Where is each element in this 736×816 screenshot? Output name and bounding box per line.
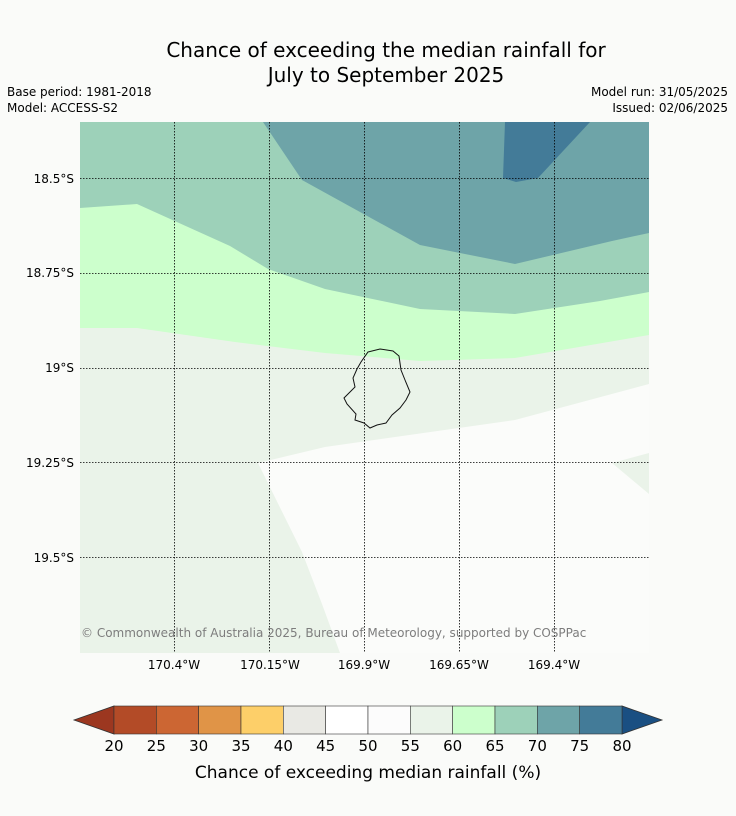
map-title: Chance of exceeding the median rainfall … xyxy=(0,38,736,88)
lat-label: 19.25°S xyxy=(26,456,74,470)
lon-label: 169.65°W xyxy=(429,658,489,672)
colorbar-swatch xyxy=(156,705,199,735)
colorbar-swatch xyxy=(494,705,538,735)
island-outline xyxy=(343,348,411,429)
colorbar-label: Chance of exceeding median rainfall (%) xyxy=(195,763,541,783)
colorbar-tick: 35 xyxy=(231,737,250,755)
colorbar-tick: 45 xyxy=(316,737,335,755)
colorbar-tick: 25 xyxy=(147,737,166,755)
colorbar-tick: 55 xyxy=(401,737,420,755)
colorbar-tick: 20 xyxy=(104,737,123,755)
meta-left: Base period: 1981-2018 Model: ACCESS-S2 xyxy=(7,84,152,116)
graticule xyxy=(80,122,649,653)
region-55-60-east xyxy=(612,453,649,494)
lon-label: 170.4°W xyxy=(148,658,200,672)
lon-labels: 170.4°W 170.15°W 169.9°W 169.65°W 169.4°… xyxy=(148,658,580,672)
colorbar-tick: 75 xyxy=(570,737,589,755)
colorbar-tick: 80 xyxy=(612,737,631,755)
colorbar-tick: 65 xyxy=(485,737,504,755)
colorbar-swatch xyxy=(410,705,453,735)
map-area: © Commonwealth of Australia 2025, Bureau… xyxy=(80,122,649,653)
colorbar-swatch xyxy=(240,705,284,735)
region-75-80 xyxy=(503,122,590,182)
lon-label: 169.9°W xyxy=(338,658,390,672)
lat-labels: 18.5°S 18.75°S 19°S 19.25°S 19.5°S xyxy=(26,172,74,565)
colorbar-swatch xyxy=(113,705,157,735)
lat-label: 19°S xyxy=(45,361,74,375)
colorbar: 20 25 30 35 40 45 50 55 60 65 70 75 80 xyxy=(72,705,664,755)
colorbar-swatch xyxy=(325,705,369,735)
colorbar-swatch xyxy=(283,705,326,735)
lat-label: 18.5°S xyxy=(34,172,74,186)
colorbar-swatch xyxy=(537,705,580,735)
model-run: Model run: 31/05/2025 xyxy=(590,85,728,99)
colorbar-swatch xyxy=(579,705,623,735)
copyright-notice: © Commonwealth of Australia 2025, Bureau… xyxy=(81,626,586,640)
model-name: Model: ACCESS-S2 xyxy=(7,101,119,115)
colorbar-swatch xyxy=(198,705,242,735)
colorbar-extend-low xyxy=(72,705,115,735)
lon-label: 170.15°W xyxy=(240,658,300,672)
colorbar-swatch xyxy=(367,705,411,735)
colorbar-swatch xyxy=(452,705,496,735)
title-line-2: July to September 2025 xyxy=(267,63,505,87)
colorbar-tick: 40 xyxy=(274,737,293,755)
meta-right: Model run: 31/05/2025 Issued: 02/06/2025 xyxy=(591,84,728,116)
colorbar-tick: 30 xyxy=(189,737,208,755)
colorbar-tick: 70 xyxy=(528,737,547,755)
lat-label: 18.75°S xyxy=(26,266,74,280)
colorbar-extend-high xyxy=(621,705,664,735)
colorbar-tick: 50 xyxy=(358,737,377,755)
title-line-1: Chance of exceeding the median rainfall … xyxy=(166,38,606,62)
lon-label: 169.4°W xyxy=(528,658,580,672)
base-period: Base period: 1981-2018 xyxy=(7,85,152,99)
issued-date: Issued: 02/06/2025 xyxy=(612,101,728,115)
colorbar-tick: 60 xyxy=(443,737,462,755)
lat-label: 19.5°S xyxy=(34,551,74,565)
